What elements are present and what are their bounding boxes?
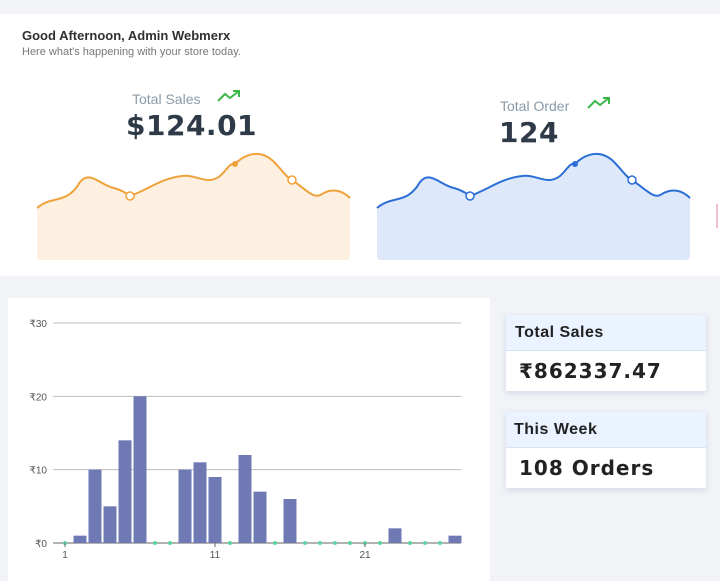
orders-point-marker	[627, 175, 637, 185]
bar	[88, 469, 102, 543]
bar	[103, 506, 117, 543]
daily-sales-chart: ₹0 ₹10 ₹20 ₹30 1 11 21	[8, 298, 490, 581]
greeting-title: Good Afternoon, Admin Webmerx	[22, 28, 231, 43]
this-week-orders: 108 Orders	[519, 456, 655, 480]
this-week-label: This Week	[506, 412, 706, 448]
total-sales-value: $124.01	[126, 109, 258, 142]
total-sales-summary: Total Sales ₹862337.47	[506, 315, 706, 391]
sales-point-marker	[125, 191, 135, 201]
bar	[193, 462, 207, 543]
next-card-edge	[716, 204, 718, 228]
bar	[118, 440, 132, 543]
zero-point	[348, 541, 352, 545]
zero-point	[228, 541, 232, 545]
bar	[133, 396, 147, 543]
zero-point	[168, 541, 172, 545]
x-tick-label: 21	[359, 550, 371, 561]
daily-sales-bar-chart: ₹0₹10₹20₹301 11 21	[30, 319, 462, 561]
bar	[283, 499, 297, 543]
zero-point	[273, 541, 277, 545]
zero-point	[318, 541, 322, 545]
bar	[73, 535, 87, 543]
bar	[178, 469, 192, 543]
greeting-subtitle: Here what's happening with your store to…	[22, 46, 241, 58]
orders-point-marker	[465, 191, 475, 201]
zero-point	[423, 541, 427, 545]
zero-point	[438, 541, 442, 545]
bar	[388, 528, 402, 543]
zero-point	[333, 541, 337, 545]
bar	[238, 455, 252, 543]
bar	[208, 477, 222, 543]
bar	[448, 535, 462, 543]
y-tick-label: ₹0	[35, 539, 47, 550]
sales-point-marker	[232, 161, 238, 167]
y-tick-label: ₹10	[30, 466, 48, 477]
zero-point	[153, 541, 157, 545]
total-order-label: Total Order	[500, 98, 570, 114]
total-sales-label: Total Sales	[132, 91, 201, 107]
total-sales-summary-value: ₹862337.47	[519, 359, 662, 383]
x-tick-label: 1	[62, 550, 68, 561]
y-tick-label: ₹30	[30, 319, 48, 330]
sales-sparkline-line	[36, 153, 351, 209]
bar	[253, 491, 267, 543]
overview-panel: Good Afternoon, Admin Webmerx Here what'…	[0, 14, 720, 276]
total-order-card[interactable]: Total Order 124	[362, 70, 704, 270]
total-sales-card[interactable]: Total Sales $124.01	[22, 70, 360, 270]
trend-up-icon	[217, 90, 240, 102]
y-tick-label: ₹20	[30, 392, 48, 403]
total-sales-summary-label: Total Sales	[506, 315, 706, 351]
zero-point	[303, 541, 307, 545]
total-sales-sparkline	[36, 153, 351, 260]
x-tick-label: 11	[210, 550, 221, 561]
zero-point	[408, 541, 412, 545]
trend-up-icon	[587, 97, 610, 109]
orders-sparkline-line	[376, 153, 691, 209]
zero-point	[378, 541, 382, 545]
sales-point-marker	[287, 175, 297, 185]
orders-sparkline-area	[377, 153, 690, 260]
sales-sparkline-area	[37, 153, 350, 260]
total-order-sparkline	[376, 153, 691, 260]
total-order-value: 124	[499, 116, 559, 149]
this-week-summary: This Week 108 Orders	[506, 412, 706, 488]
orders-point-marker	[572, 161, 578, 167]
